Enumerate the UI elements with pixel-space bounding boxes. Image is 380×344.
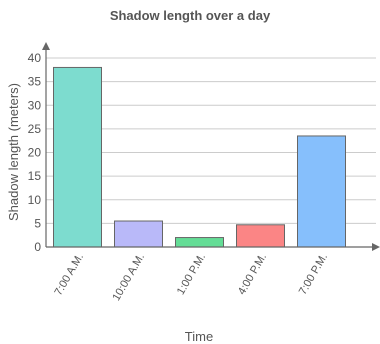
y-tick-label: 20 (28, 146, 42, 160)
x-tick-label: 1:00 P.M. (175, 252, 208, 298)
y-tick-label: 35 (28, 75, 42, 89)
y-axis-title: Shadow length (meters) (6, 83, 21, 221)
y-tick-label: 25 (28, 122, 42, 136)
x-axis-arrow (372, 243, 380, 251)
x-tick-label: 7:00 A.M. (52, 252, 86, 298)
y-tick-label: 15 (28, 169, 42, 183)
y-axis-arrow (42, 42, 50, 50)
bar (175, 237, 224, 248)
chart-title: Shadow length over a day (109, 8, 271, 23)
bar (53, 66, 102, 248)
axes (42, 42, 380, 251)
x-tick-labels: 7:00 A.M. 10:00 A.M. 1:00 P.M. 4:00 P.M. 7:0… (52, 252, 330, 304)
y-tick-label: 40 (28, 51, 42, 65)
bar (114, 220, 163, 248)
y-tick-label: 30 (28, 98, 42, 112)
x-tick-label: 7:00 P.M. (297, 252, 330, 298)
bar (297, 135, 346, 248)
bars (53, 66, 346, 248)
x-tick-label: 10:00 A.M. (110, 252, 147, 304)
y-tick-label: 10 (28, 193, 42, 207)
x-axis-title: Time (185, 329, 213, 344)
y-tick-label: 0 (34, 240, 41, 254)
x-tick-label: 4:00 P.M. (236, 252, 269, 298)
y-tick-labels: 0 5 10 15 20 25 30 35 40 (28, 51, 42, 254)
bar (236, 224, 285, 248)
y-tick-label: 5 (34, 216, 41, 230)
